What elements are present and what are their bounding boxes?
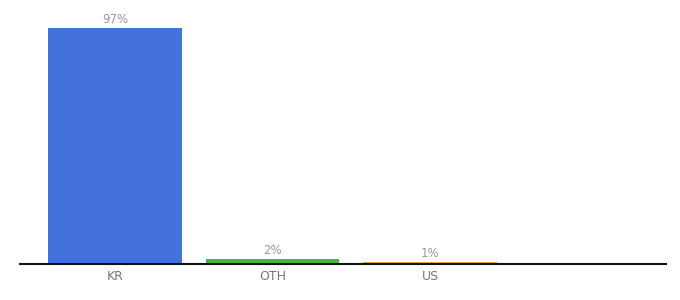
Bar <box>48 28 182 264</box>
Text: 1%: 1% <box>421 247 439 260</box>
Bar <box>205 259 339 264</box>
Bar <box>363 262 497 264</box>
Text: 2%: 2% <box>263 244 282 257</box>
Text: 97%: 97% <box>102 14 128 26</box>
